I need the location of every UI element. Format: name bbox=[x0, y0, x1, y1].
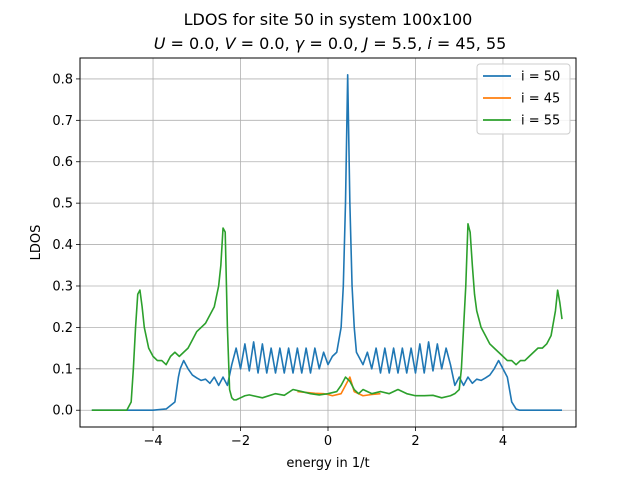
title-v-value: = 0.0, bbox=[236, 34, 295, 53]
legend-box bbox=[476, 63, 571, 135]
title-i-symbol: i bbox=[427, 34, 432, 53]
y-axis-label: LDOS bbox=[29, 225, 44, 261]
legend-label-1: i = 45 bbox=[521, 92, 560, 107]
series-lines bbox=[91, 73, 563, 412]
chart-title-line2: U = 0.0, V = 0.0, γ = 0.0, J = 5.5, i = … bbox=[154, 34, 507, 53]
y-tick-label: 0.5 bbox=[52, 197, 73, 212]
y-tick-label: 0.8 bbox=[52, 72, 73, 87]
y-tick-label: 0.0 bbox=[52, 404, 73, 419]
y-tick-label: 0.6 bbox=[52, 155, 73, 170]
title-j-symbol: J bbox=[360, 34, 368, 53]
x-tick-label: 0 bbox=[324, 434, 332, 449]
title-u-value: = 0.0, bbox=[165, 34, 224, 53]
x-axis-ticks: −4 −2 0 2 4 bbox=[143, 427, 507, 449]
title-gamma-value: = 0.0, bbox=[304, 34, 363, 53]
series-line-1 bbox=[297, 376, 381, 397]
title-j-value: = 5.5, bbox=[368, 34, 427, 53]
y-tick-label: 0.7 bbox=[52, 114, 73, 129]
legend-label-0: i = 50 bbox=[521, 70, 560, 85]
series-line-0 bbox=[91, 73, 562, 412]
x-tick-label: 2 bbox=[411, 434, 419, 449]
y-tick-label: 0.2 bbox=[52, 321, 73, 336]
legend-label-2: i = 55 bbox=[521, 114, 560, 129]
y-axis-ticks: 0.0 0.1 0.2 0.3 0.4 0.5 0.6 0.7 0.8 bbox=[52, 72, 80, 419]
y-tick-label: 0.1 bbox=[52, 362, 73, 377]
x-tick-label: 4 bbox=[499, 434, 507, 449]
chart-title-line1: LDOS for site 50 in system 100x100 bbox=[184, 10, 473, 29]
title-i-value: = 45, 55 bbox=[432, 34, 506, 53]
title-u-symbol: U bbox=[154, 34, 166, 53]
series-line-2 bbox=[91, 223, 563, 412]
x-axis-label: energy in 1/t bbox=[286, 456, 369, 471]
x-tick-label: −4 bbox=[143, 434, 162, 449]
x-tick-label: −2 bbox=[231, 434, 250, 449]
legend: i = 50 i = 45 i = 55 bbox=[476, 63, 571, 135]
title-gamma-symbol: γ bbox=[295, 34, 306, 53]
title-v-symbol: V bbox=[225, 34, 237, 53]
y-tick-label: 0.4 bbox=[52, 238, 73, 253]
y-tick-label: 0.3 bbox=[52, 279, 73, 294]
